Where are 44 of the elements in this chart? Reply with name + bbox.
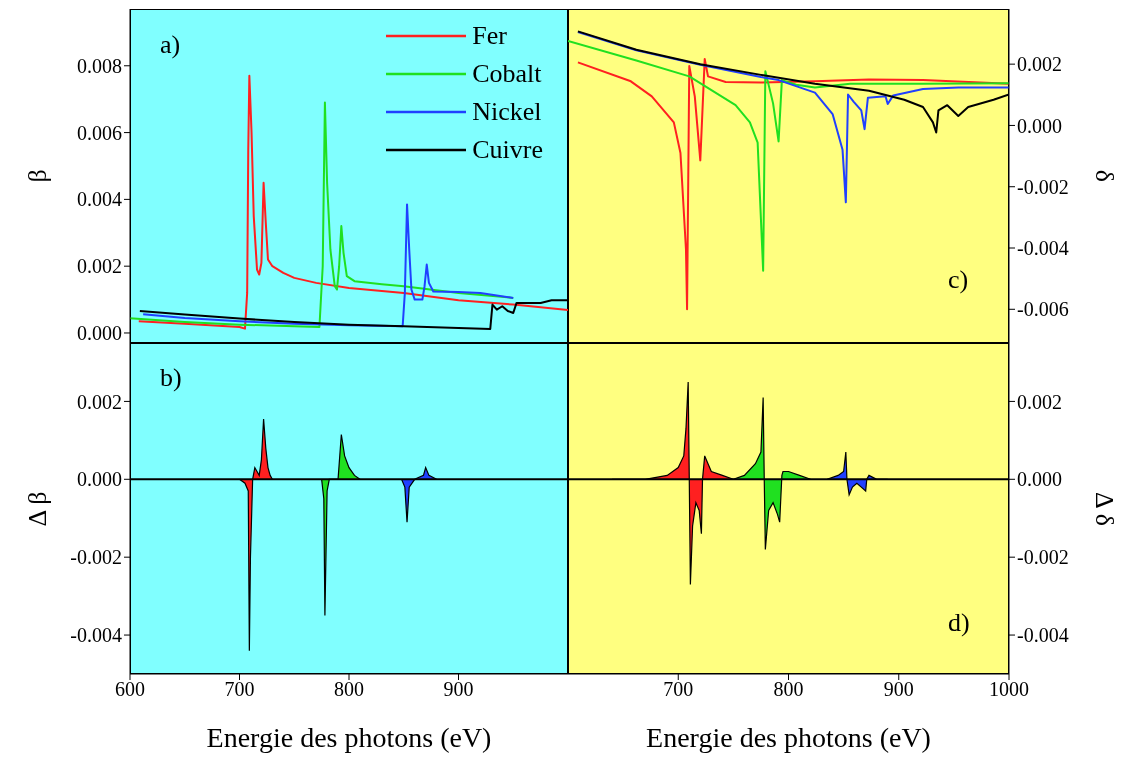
y2-tick-label: 0.000 bbox=[1017, 468, 1062, 491]
x-axis-title: Energie des photons (eV) bbox=[646, 722, 931, 754]
y2-tick-label: 0.000 bbox=[1017, 114, 1062, 137]
x-tick-label: 800 bbox=[334, 678, 364, 701]
y2-tick-label: -0.002 bbox=[1017, 175, 1069, 198]
y-tick-label: 0.008 bbox=[77, 54, 122, 77]
annotation: a) bbox=[160, 30, 181, 60]
y-tick-label: 0.006 bbox=[77, 121, 122, 144]
y2-tick-label: -0.002 bbox=[1017, 546, 1069, 569]
y-axis-title: Δ β bbox=[23, 490, 53, 527]
x-axis-title: Energie des photons (eV) bbox=[206, 722, 492, 754]
y-tick-label: -0.002 bbox=[70, 546, 122, 569]
legend-label: Fer bbox=[472, 21, 507, 51]
y-tick-label: -0.004 bbox=[70, 624, 122, 647]
y-tick-label: 0.000 bbox=[77, 468, 122, 491]
line-series bbox=[142, 203, 515, 328]
x-tick-label: 800 bbox=[773, 678, 804, 701]
y-tick-label: 0.004 bbox=[77, 188, 122, 211]
y2-tick-label: -0.004 bbox=[1017, 237, 1069, 260]
annotation: b) bbox=[160, 363, 182, 393]
y-tick-label: 0.002 bbox=[77, 255, 122, 278]
line-series bbox=[568, 39, 1009, 272]
y-tick-label: 0.002 bbox=[77, 390, 122, 413]
x-tick-label: 700 bbox=[663, 678, 694, 701]
y2-axis-title: Δ δ bbox=[1089, 491, 1119, 526]
x-tick-label: 600 bbox=[115, 678, 145, 701]
x-tick-label: 900 bbox=[883, 678, 914, 701]
line-series bbox=[576, 30, 1009, 204]
legend-label: Cuivre bbox=[472, 135, 543, 165]
y2-tick-label: 0.002 bbox=[1017, 53, 1062, 76]
x-tick-label: 1000 bbox=[989, 678, 1029, 701]
y2-axis-title: δ bbox=[1089, 169, 1119, 183]
legend-label: Nickel bbox=[472, 97, 542, 127]
y2-tick-label: 0.002 bbox=[1017, 390, 1062, 413]
annotation: c) bbox=[948, 265, 969, 295]
annotation: d) bbox=[948, 608, 970, 638]
y2-tick-label: -0.004 bbox=[1017, 624, 1069, 647]
y2-tick-label: -0.006 bbox=[1017, 298, 1069, 321]
line-series bbox=[576, 57, 1009, 311]
y-axis-title: β bbox=[23, 169, 53, 183]
x-tick-label: 700 bbox=[224, 678, 255, 701]
legend-label: Cobalt bbox=[472, 59, 542, 89]
y-tick-label: 0.000 bbox=[77, 322, 122, 345]
x-tick-label: 900 bbox=[443, 678, 474, 701]
